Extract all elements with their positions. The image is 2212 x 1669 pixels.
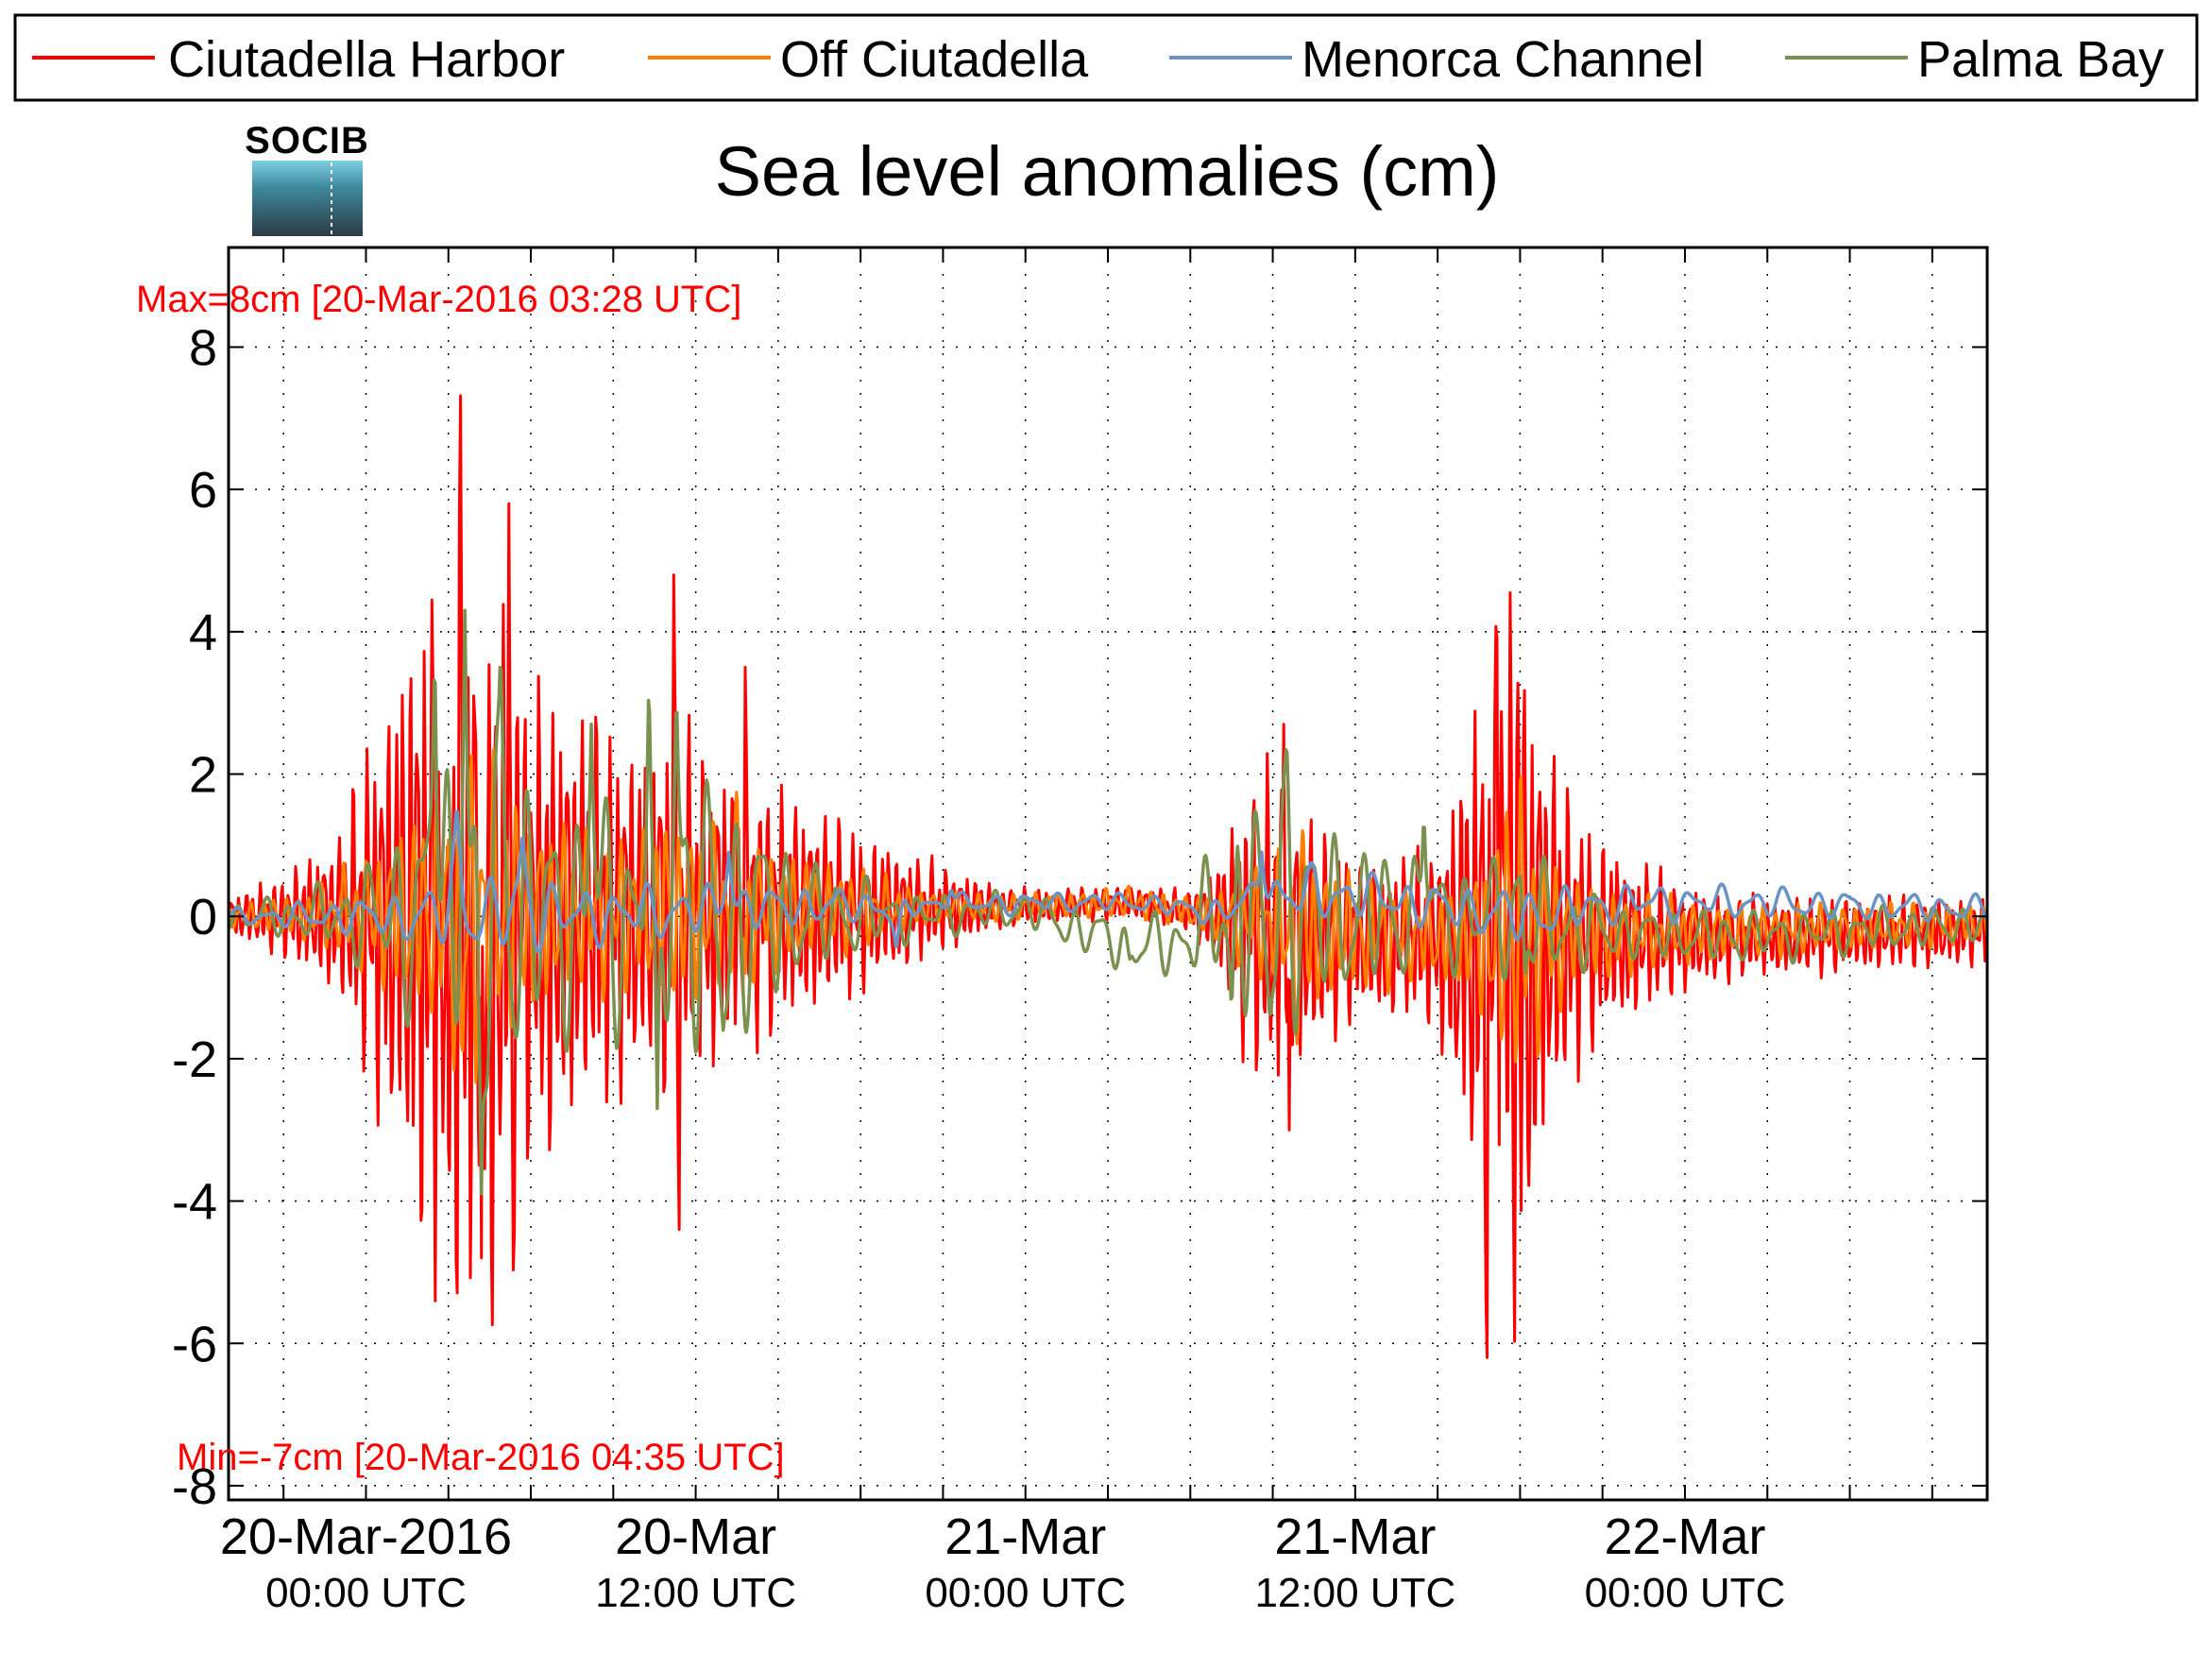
socib-logo: SOCIB [245,120,369,236]
logo-text: SOCIB [245,120,369,162]
x-tick-label-date: 21-Mar [944,1508,1106,1565]
y-tick-label: 6 [189,462,217,519]
x-tick-label-time: 00:00 UTC [265,1570,467,1616]
x-tick-label-time: 00:00 UTC [1585,1570,1786,1616]
max-annotation: Max=8cm [20-Mar-2016 03:28 UTC] [136,279,741,320]
x-tick-label-date: 21-Mar [1274,1508,1436,1565]
x-tick-label-date: 20-Mar-2016 [220,1508,512,1565]
series-layer [227,394,1989,1359]
y-tick-label: 0 [189,889,217,945]
x-tick-label-time: 12:00 UTC [595,1570,796,1616]
y-tick-label: 8 [189,319,217,376]
legend-label-palma-bay: Palma Bay [1917,31,2164,88]
legend: Ciutadella Harbor Off Ciutadella Menorca… [13,13,2199,102]
x-tick-label-time: 00:00 UTC [925,1570,1126,1616]
x-tick-label-time: 12:00 UTC [1254,1570,1455,1616]
y-tick-label: -8 [172,1458,217,1515]
x-tick-label-date: 22-Mar [1604,1508,1765,1565]
plot-frame [227,246,1989,1502]
x-tick-labels: 20-Mar-2016 00:00 UTC 20-Mar 12:00 UTC 21-Ma… [220,1508,1785,1616]
series-line-palma-bay [227,608,1988,1196]
legend-label-off-ciutadella: Off Ciutadella [780,31,1089,88]
y-tick-labels: 8 6 4 2 0 -2 -4 -6 -8 [172,319,217,1514]
y-tick-label: 2 [189,747,217,804]
ticks [229,247,1987,1500]
min-annotation: Min=-7cm [20-Mar-2016 04:35 UTC] [177,1437,785,1478]
series-line-menorca-channel [227,809,1989,954]
y-tick-label: -2 [172,1031,217,1088]
y-tick-label: -6 [172,1316,217,1372]
chart-title: Sea level anomalies (cm) [715,132,1500,211]
y-tick-label: -4 [172,1174,217,1231]
y-tick-label: 4 [189,605,217,661]
legend-label-ciutadella-harbor: Ciutadella Harbor [168,31,565,88]
legend-label-menorca-channel: Menorca Channel [1302,31,1704,88]
x-tick-label-date: 20-Mar [615,1508,776,1565]
